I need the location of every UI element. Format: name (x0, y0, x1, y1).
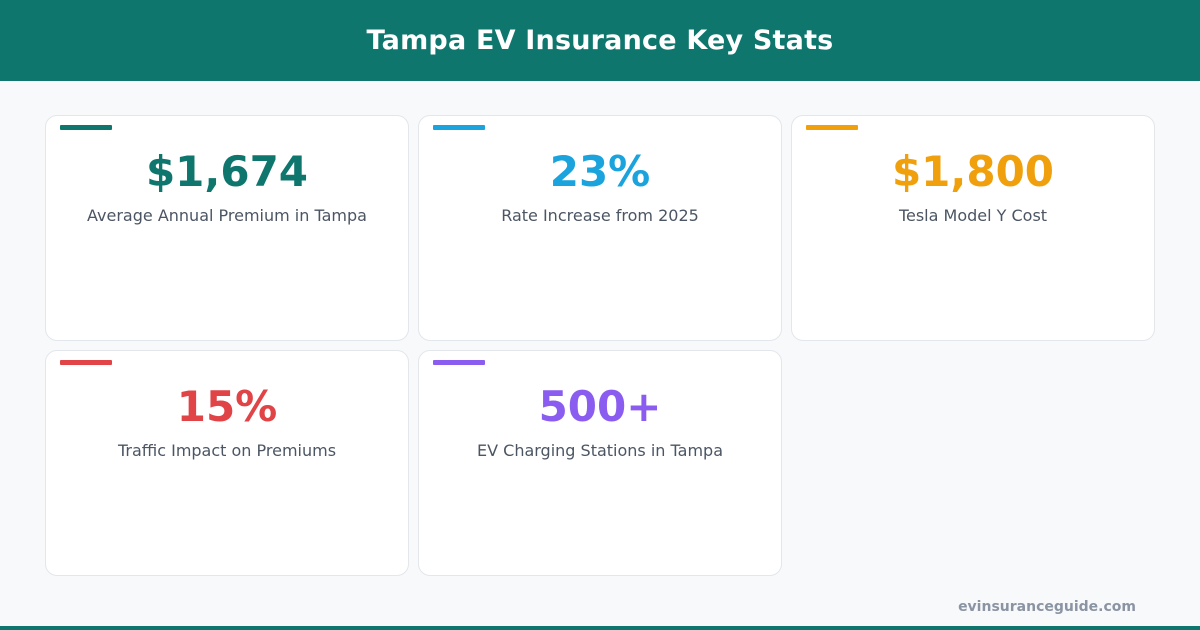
card-accent-bar (60, 125, 112, 130)
stat-label: Traffic Impact on Premiums (117, 441, 337, 460)
stat-label: EV Charging Stations in Tampa (477, 441, 723, 460)
stat-value: 23% (549, 147, 651, 196)
stat-card-traffic-impact: 15% Traffic Impact on Premiums (45, 350, 409, 576)
card-accent-bar (806, 125, 858, 130)
stat-label: Tesla Model Y Cost (898, 206, 1048, 225)
footer-bar (0, 626, 1200, 630)
header-banner: Tampa EV Insurance Key Stats (0, 0, 1200, 81)
stat-value: 15% (176, 382, 278, 431)
stat-value: 500+ (538, 382, 662, 431)
card-accent-bar (433, 360, 485, 365)
site-watermark: evinsuranceguide.com (958, 599, 1136, 615)
stat-card-tesla-cost: $1,800 Tesla Model Y Cost (791, 115, 1155, 341)
stat-card-charging-stations: 500+ EV Charging Stations in Tampa (418, 350, 782, 576)
stat-label: Rate Increase from 2025 (501, 206, 699, 225)
page-title: Tampa EV Insurance Key Stats (366, 25, 834, 56)
card-accent-bar (60, 360, 112, 365)
stat-card-rate-increase: 23% Rate Increase from 2025 (418, 115, 782, 341)
card-accent-bar (433, 125, 485, 130)
stat-label: Average Annual Premium in Tampa (87, 206, 367, 225)
stat-card-average-premium: $1,674 Average Annual Premium in Tampa (45, 115, 409, 341)
stat-value: $1,674 (145, 147, 309, 196)
stat-value: $1,800 (891, 147, 1055, 196)
